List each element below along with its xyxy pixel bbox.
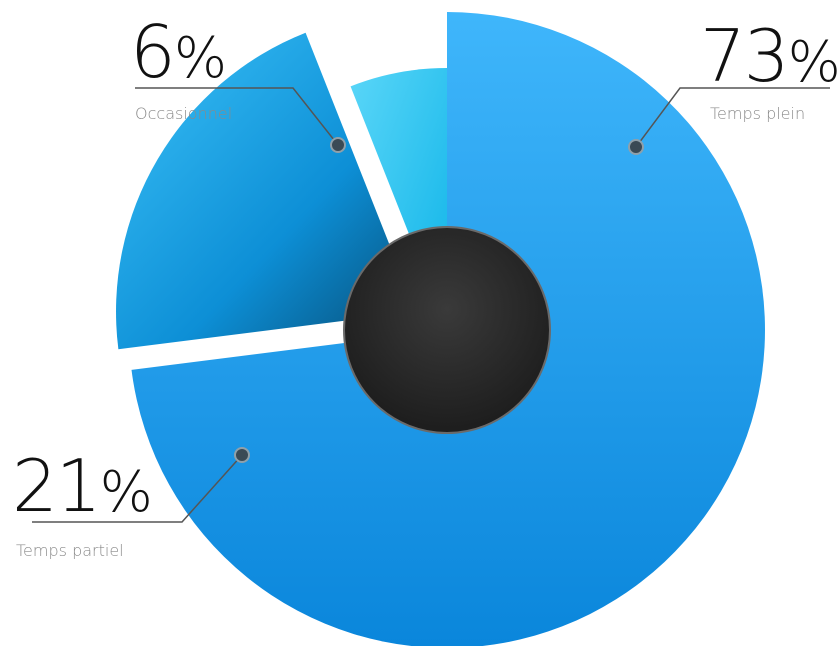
dot-full-time (628, 139, 644, 155)
leader-full-time (635, 87, 830, 148)
dot-part-time (234, 447, 250, 463)
part-time-percent: 21% (12, 444, 153, 528)
dot-occasional (330, 137, 346, 153)
leader-occasional (135, 87, 339, 146)
leader-part-time (32, 454, 243, 523)
slice-part-time (116, 32, 417, 350)
full-time-label: Temps plein (710, 104, 806, 123)
full-time-percent: 73% (700, 14, 837, 98)
part-time-label: Temps partiel (16, 541, 124, 560)
donut-center-hub (343, 226, 551, 434)
occasional-percent: 6% (130, 10, 228, 94)
occasional-label: Occasionnel (135, 104, 233, 123)
